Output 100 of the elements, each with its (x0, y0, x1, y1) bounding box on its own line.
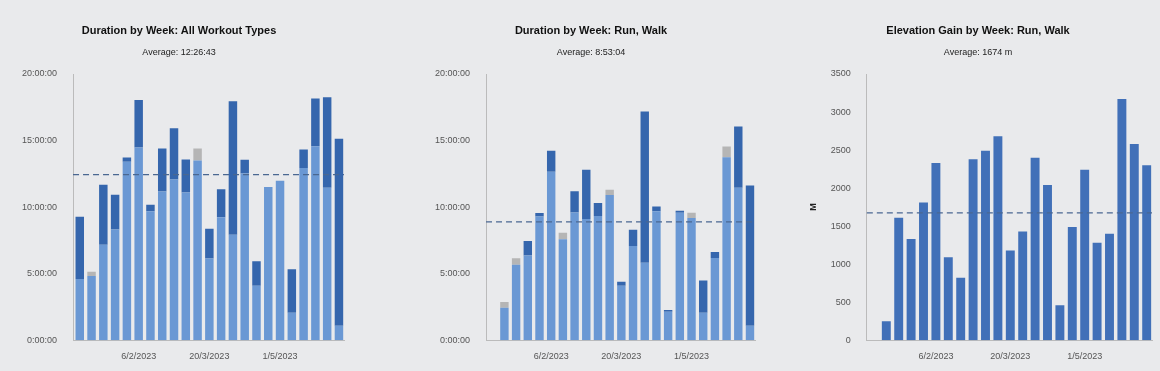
y-tick-label: 5:00:00 (440, 268, 471, 279)
bar (605, 195, 614, 341)
bar (299, 168, 308, 341)
y-tick-label: 20:00:00 (21, 68, 58, 79)
bar (1018, 231, 1028, 341)
bar (1117, 99, 1127, 341)
bar (299, 149, 308, 169)
chart-title: Duration by Week: All Workout Types (81, 23, 277, 36)
bar (1105, 233, 1114, 341)
bar (894, 217, 904, 341)
bar (500, 302, 509, 308)
bar (157, 148, 167, 192)
y-tick-label: 2500 (830, 144, 851, 155)
x-tick-label: 1/5/2023 (1067, 351, 1103, 362)
bar (617, 285, 626, 341)
bar (181, 192, 191, 341)
bar (535, 213, 544, 217)
y-tick-label: 1000 (830, 258, 851, 269)
bar (252, 285, 261, 341)
bar (134, 147, 143, 341)
bar (1055, 305, 1065, 341)
bar (228, 101, 238, 235)
bar (169, 179, 179, 341)
bar (264, 187, 273, 341)
y-tick-label: 500 (835, 296, 851, 307)
y-tick-label: 0:00:00 (440, 334, 471, 345)
bar (99, 184, 108, 245)
bar (745, 325, 755, 341)
bar (687, 212, 696, 219)
bar (1067, 226, 1077, 341)
bar (605, 189, 614, 196)
bar (906, 239, 916, 341)
bar (745, 185, 755, 326)
bar (523, 240, 533, 256)
bar (523, 255, 533, 341)
bar (110, 229, 120, 341)
bar (216, 217, 226, 341)
bar (205, 228, 214, 259)
y-tick-label: 15:00:00 (21, 135, 58, 146)
bar (1092, 242, 1102, 341)
bar (710, 251, 720, 258)
bar (511, 258, 521, 265)
bar (582, 169, 591, 220)
bar (322, 187, 332, 341)
y-tick-label: 10:00:00 (434, 201, 471, 212)
bar (1129, 143, 1139, 341)
bar (205, 258, 214, 341)
x-tick-label: 6/2/2023 (121, 351, 157, 362)
bar (617, 281, 626, 286)
bar (919, 202, 928, 341)
bar (275, 180, 285, 341)
bar (193, 160, 202, 341)
x-tick-label: 1/5/2023 (262, 351, 298, 362)
bar (640, 262, 649, 341)
bar (1043, 185, 1052, 341)
bar (1142, 165, 1152, 341)
bar (931, 162, 941, 341)
bar (558, 239, 568, 341)
bar (500, 307, 509, 341)
bar (87, 271, 96, 276)
bar (99, 244, 108, 341)
bar (134, 100, 143, 148)
bar (881, 321, 891, 341)
bar (628, 229, 638, 247)
bar (169, 128, 179, 180)
y-tick-label: 20:00:00 (434, 68, 471, 79)
bar (157, 191, 167, 341)
bar (652, 211, 661, 341)
bar (628, 246, 638, 341)
y-tick-label: 5:00:00 (27, 268, 58, 279)
bar (652, 206, 661, 212)
bar (122, 161, 132, 341)
bar (570, 191, 579, 213)
x-tick-label: 20/3/2023 (990, 351, 1031, 362)
bar (146, 204, 155, 212)
bar (334, 138, 344, 326)
bar (87, 275, 96, 341)
bar (722, 146, 731, 158)
y-tick-label: 3000 (830, 106, 851, 117)
bar (216, 189, 226, 218)
bar (228, 234, 238, 341)
bar (240, 173, 249, 341)
bar (1030, 157, 1040, 341)
bar (968, 159, 978, 341)
bar (311, 98, 320, 147)
y-axis-title: M (807, 203, 818, 211)
y-tick-label: 15:00:00 (434, 135, 471, 146)
bar (546, 150, 556, 172)
bar (722, 157, 731, 341)
bar (287, 269, 297, 313)
bar (322, 97, 332, 188)
x-tick-label: 20/3/2023 (189, 351, 230, 362)
bar (240, 159, 249, 174)
bar (956, 277, 966, 341)
x-tick-label: 6/2/2023 (533, 351, 569, 362)
bar (146, 211, 155, 341)
bar (943, 257, 953, 341)
y-tick-label: 0 (845, 334, 851, 345)
bar (75, 279, 85, 341)
bar (734, 187, 743, 341)
